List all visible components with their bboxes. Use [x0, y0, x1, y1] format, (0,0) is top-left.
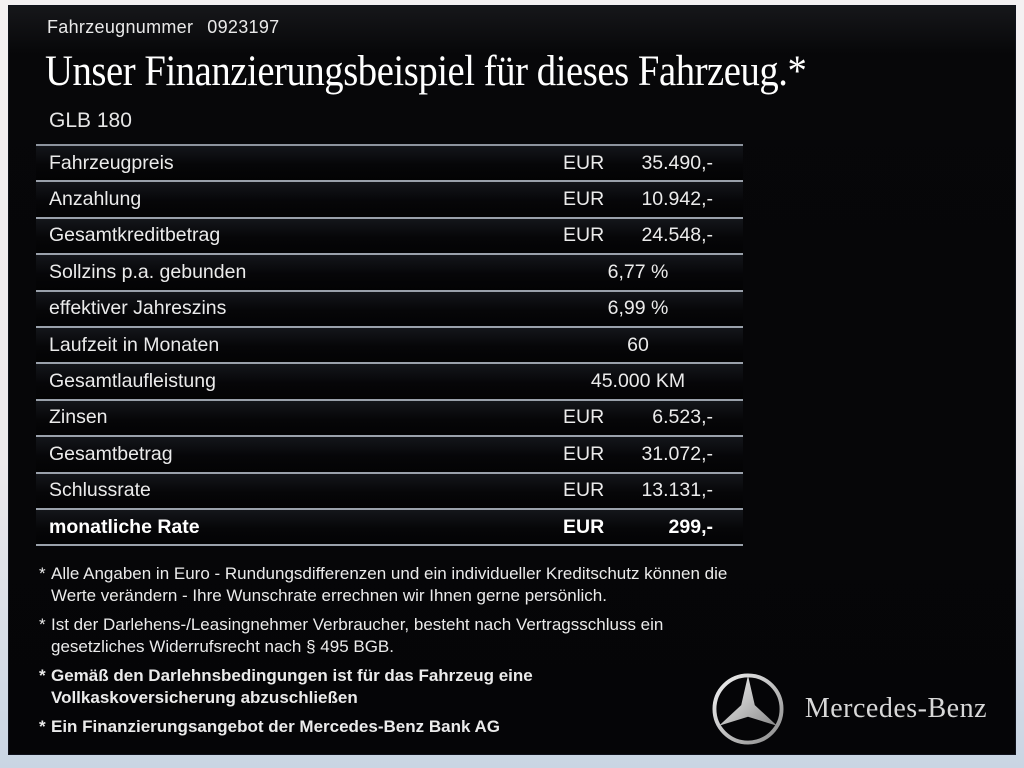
- brand-wordmark: Mercedes-Benz: [804, 693, 987, 724]
- row-value: 31.072,-: [641, 442, 713, 465]
- brand: Mercedes-Benz: [709, 670, 987, 748]
- table-row-gesamtbetrag: Gesamtbetrag EUR 31.072,-: [36, 437, 743, 474]
- row-value: 6,77 %: [607, 260, 669, 283]
- table-row-effektiver-jahreszins: effektiver Jahreszins 6,99 %: [36, 291, 743, 328]
- row-currency: EUR: [563, 479, 605, 502]
- row-currency: EUR: [563, 442, 605, 465]
- row-currency: EUR: [563, 515, 605, 538]
- table-row-laufzeit: Laufzeit in Monaten 60: [36, 327, 743, 365]
- row-label: monatliche Rate: [49, 515, 200, 538]
- table-row-gesamtlaufleistung: Gesamtlaufleistung 45.000 KM: [36, 364, 743, 401]
- table-row-gesamtkreditbetrag: Gesamtkreditbetrag EUR 24.548,-: [36, 218, 743, 256]
- row-label: Gesamtlaufleistung: [49, 370, 216, 393]
- row-value: 6.523,-: [652, 406, 713, 429]
- row-value: 45.000 KM: [590, 370, 686, 393]
- footnote-line: Ein Finanzierungsangebot der Mercedes-Be…: [51, 717, 501, 737]
- row-label: Laufzeit in Monaten: [49, 333, 220, 356]
- footnote-line: Alle Angaben in Euro - Rundungsdifferenz…: [51, 564, 728, 584]
- table-row-fahrzeugpreis: Fahrzeugpreis EUR 35.490,-: [36, 146, 743, 183]
- row-label: effektiver Jahreszins: [49, 297, 227, 320]
- table-row-anzahlung: Anzahlung EUR 10.942,-: [36, 182, 743, 219]
- row-label: Fahrzeugpreis: [49, 151, 174, 174]
- page-title: Unser Finanzierungsbeispiel für dieses F…: [45, 48, 807, 95]
- footnote-vollkasko: * Gemäß den Darlehnsbedingungen ist für …: [39, 665, 739, 709]
- row-currency: EUR: [563, 224, 605, 247]
- row-currency: EUR: [563, 188, 605, 211]
- footnote-line: Vollkaskoversicherung abzuschließen: [51, 688, 358, 708]
- row-currency: EUR: [563, 406, 605, 429]
- vehicle-number: Fahrzeugnummer 0923197: [9, 6, 1015, 38]
- asterisk-marker: *: [39, 615, 46, 635]
- footnote-widerrufsrecht: * Ist der Darlehens-/Leasingnehmer Verbr…: [39, 614, 739, 658]
- row-currency: EUR: [563, 151, 605, 174]
- table-row-monatliche-rate: monatliche Rate EUR 299,-: [36, 509, 743, 547]
- model-name: GLB 180: [49, 109, 132, 132]
- footnotes: * Alle Angaben in Euro - Rundungsdiffere…: [39, 563, 739, 738]
- footnote-rounding: * Alle Angaben in Euro - Rundungsdiffere…: [39, 563, 739, 607]
- row-label: Zinsen: [49, 406, 108, 429]
- table-row-schlussrate: Schlussrate EUR 13.131,-: [36, 473, 743, 510]
- row-label: Schlussrate: [49, 479, 151, 502]
- row-value: 35.490,-: [641, 151, 713, 174]
- asterisk-marker: *: [39, 717, 46, 737]
- vehicle-number-label: Fahrzeugnummer: [47, 17, 194, 37]
- row-value: 6,99 %: [607, 297, 669, 320]
- table-row-zinsen: Zinsen EUR 6.523,-: [36, 400, 743, 438]
- footnote-line: Ist der Darlehens-/Leasingnehmer Verbrau…: [51, 615, 664, 635]
- financing-slide: Fahrzeugnummer 0923197 Unser Finanzierung…: [8, 5, 1016, 755]
- table-row-sollzins: Sollzins p.a. gebunden 6,77 %: [36, 255, 743, 292]
- asterisk-marker: *: [39, 564, 46, 584]
- financing-table: Fahrzeugpreis EUR 35.490,- Anzahlung EUR 1…: [36, 144, 743, 547]
- footnote-line: gesetzliches Widerrufsrecht nach § 495 B…: [51, 637, 394, 657]
- footnote-bank: * Ein Finanzierungsangebot der Mercedes-…: [39, 716, 739, 738]
- asterisk-marker: *: [39, 666, 46, 686]
- vehicle-number-value: 0923197: [207, 17, 280, 37]
- row-label: Sollzins p.a. gebunden: [49, 260, 247, 283]
- row-value: 13.131,-: [641, 479, 713, 502]
- row-value: 60: [627, 333, 649, 356]
- row-label: Gesamtbetrag: [49, 442, 173, 465]
- row-value: 24.548,-: [641, 224, 713, 247]
- footnote-line: Werte verändern - Ihre Wunschrate errech…: [51, 586, 607, 606]
- row-label: Anzahlung: [49, 188, 142, 211]
- row-value: 10.942,-: [641, 188, 713, 211]
- mercedes-star-icon: [712, 673, 784, 745]
- row-label: Gesamtkreditbetrag: [49, 224, 221, 247]
- footnote-line: Gemäß den Darlehnsbedingungen ist für da…: [51, 666, 533, 686]
- row-value: 299,-: [668, 515, 713, 538]
